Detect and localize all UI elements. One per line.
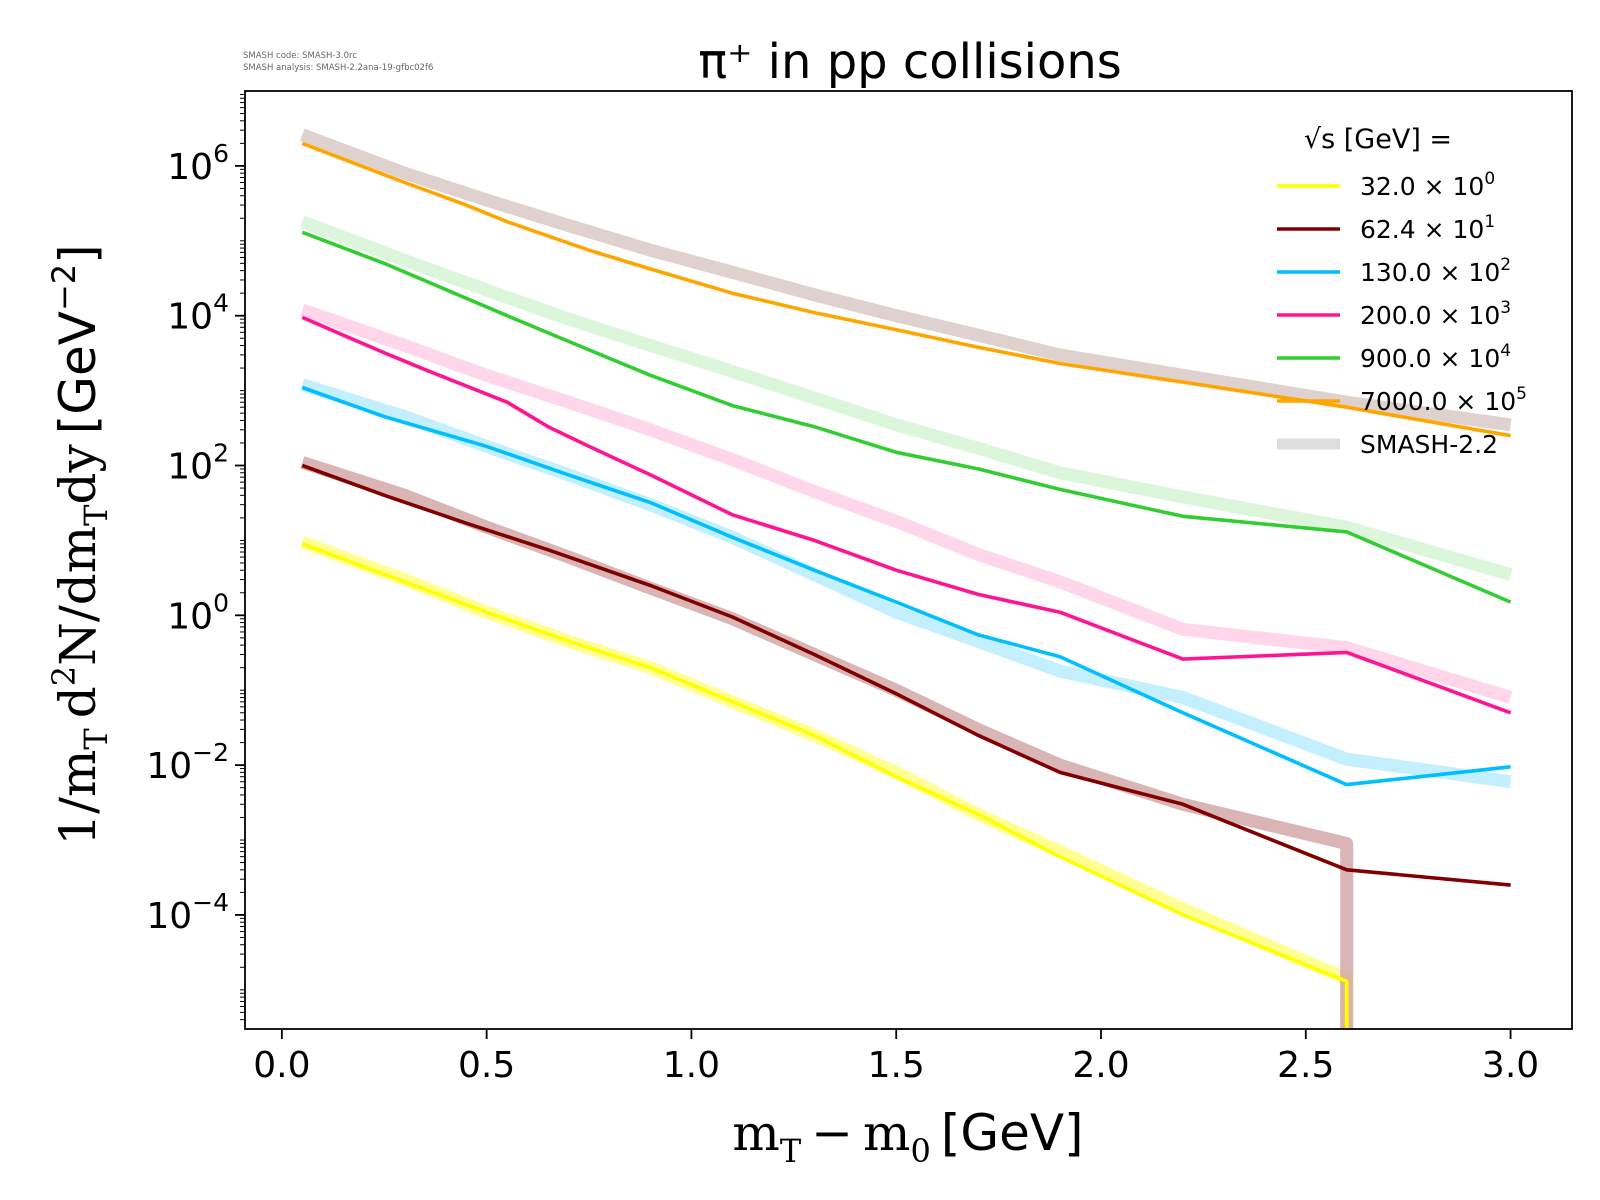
series-line-3: [301, 315, 1512, 715]
meta-analysis-line: SMASH analysis: SMASH-2.2ana-19-gfbc02f6: [243, 63, 433, 73]
y-tick-label: 104: [167, 289, 229, 338]
reference-series-line-5: [300, 128, 1512, 432]
y-tick-label: 102: [167, 439, 229, 488]
x-tick-label: 1.5: [868, 1045, 925, 1086]
series-line-4: [301, 230, 1512, 604]
reference-series-line-3: [300, 303, 1513, 704]
y-tick-label: 100: [167, 588, 229, 637]
y-axis-label: 1/mT d2N/dmTdy [GeV−2]: [45, 244, 115, 845]
x-axis-label-text: mT − m0 [GeV]: [732, 1104, 1083, 1170]
chart-title: π⁺ in pp collisions: [698, 34, 1122, 90]
meta-code-line: SMASH code: SMASH-3.0rc: [243, 51, 357, 61]
y-axis: 106 104 102 100 10−2 10−4: [146, 93, 245, 1021]
legend-label-4: 900.0 × 104: [1360, 341, 1511, 373]
y-axis-label-text: 1/mT d2N/dmTdy [GeV−2]: [45, 244, 115, 845]
series-line-5: [301, 141, 1511, 438]
x-tick-label: 2.0: [1072, 1045, 1129, 1086]
series-line-1: [301, 463, 1511, 887]
x-tick-label: 0.5: [458, 1045, 515, 1086]
legend-label-5: 7000.0 × 105: [1360, 384, 1527, 416]
series-line-0: [301, 542, 1349, 1029]
y-tick-label: 10−2: [146, 738, 229, 787]
x-tick-label: 0.0: [253, 1045, 310, 1086]
reference-series-line-4: [300, 215, 1513, 581]
legend-label-0: 32.0 × 100: [1360, 169, 1495, 201]
legend: √s [GeV] = 32.0 × 100 62.4 × 101 130.0 × 10…: [1277, 124, 1527, 459]
x-axis-label: mT − m0 [GeV]: [732, 1104, 1083, 1170]
x-tick-label: 2.5: [1277, 1045, 1334, 1086]
y-tick-label: 10−4: [146, 888, 229, 937]
x-tick-label: 3.0: [1482, 1045, 1539, 1086]
series-line-2: [301, 385, 1511, 787]
x-tick-label: 1.0: [663, 1045, 720, 1086]
legend-label-reference: SMASH-2.2: [1360, 430, 1498, 459]
legend-label-1: 62.4 × 101: [1360, 212, 1495, 244]
y-tick-label: 106: [167, 139, 229, 188]
x-axis: 0.0 0.5 1.0 1.5 2.0 2.5 3.0: [253, 1029, 1539, 1086]
legend-title: √s [GeV] =: [1304, 124, 1452, 155]
plot-frame: [244, 90, 1573, 1030]
legend-label-3: 200.0 × 103: [1360, 298, 1511, 330]
legend-label-2: 130.0 × 102: [1360, 255, 1511, 287]
series-layer: [301, 141, 1512, 1029]
